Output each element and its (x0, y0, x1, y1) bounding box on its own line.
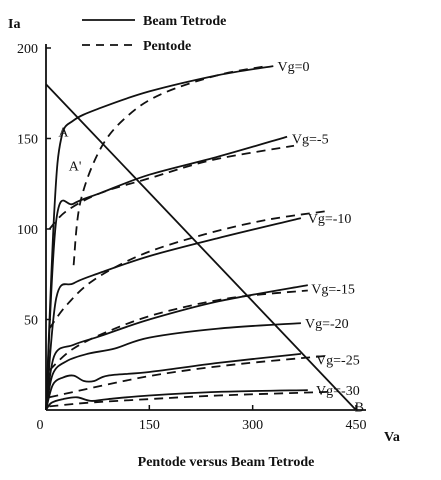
beam-tetrode-curve-vg-30 (45, 389, 308, 411)
load-line-layer (45, 83, 357, 411)
annotation-vg-30: Vg=-30 (316, 384, 360, 399)
legend: Beam Tetrode Pentode (82, 14, 226, 54)
beam-tetrode-curve-vg-15 (45, 284, 308, 411)
ticks: 0 150 300 450 50 100 150 200 (17, 42, 367, 433)
x-tick-label: 150 (139, 418, 160, 433)
beam-tetrode-curve-vg-20 (45, 322, 301, 411)
pentode-curve-vg-15 (48, 289, 308, 371)
beam-tetrode-curve-vg-25 (45, 353, 301, 411)
load-line (45, 83, 357, 411)
y-axis-label: Ia (8, 17, 20, 32)
pentode-curve-vg-5 (48, 144, 295, 230)
x-axis-label: Va (384, 430, 400, 445)
series-layer (45, 65, 329, 411)
y-tick-label: 150 (17, 133, 38, 148)
annotation-vg-10: Vg=-10 (308, 212, 352, 227)
y-tick-label: 200 (17, 42, 38, 57)
annotation-b: B (355, 400, 364, 415)
annotation-aprime: A' (69, 160, 82, 175)
chart-caption: Pentode versus Beam Tetrode (138, 455, 315, 470)
beam-tetrode-curve-vg-10 (45, 217, 302, 411)
beam-tetrode-curve-vg-0 (45, 65, 274, 411)
legend-label-beam-tetrode: Beam Tetrode (143, 14, 226, 29)
x-tick-label: 450 (346, 418, 367, 433)
y-tick-label: 50 (24, 314, 38, 329)
annotation-vg-25: Vg=-25 (316, 353, 360, 368)
x-tick-label: 300 (242, 418, 263, 433)
annotation-vg-5: Vg=-5 (292, 133, 329, 148)
pentode-curve-vg-10 (48, 210, 329, 330)
pentode-curve-vg-30 (49, 391, 329, 408)
annotation-a: A (58, 125, 69, 140)
annotation-vg-0: Vg=0 (277, 60, 309, 75)
annotation-vg-15: Vg=-15 (311, 283, 355, 298)
y-tick-label: 100 (17, 223, 38, 238)
pentode-curve-vg-0 (72, 65, 267, 266)
annotations: Vg=0 Vg=-5 Vg=-10 Vg=-15 Vg=-20 Vg=-25 Vg=-30 A… (58, 60, 364, 415)
beam-tetrode-curve-vg-5 (45, 135, 288, 411)
legend-label-pentode: Pentode (143, 39, 191, 54)
annotation-vg-20: Vg=-20 (305, 317, 349, 332)
x-tick-label: 0 (37, 418, 44, 433)
labels: Ia Va Pentode versus Beam Tetrode (8, 17, 400, 470)
axes (45, 44, 366, 411)
